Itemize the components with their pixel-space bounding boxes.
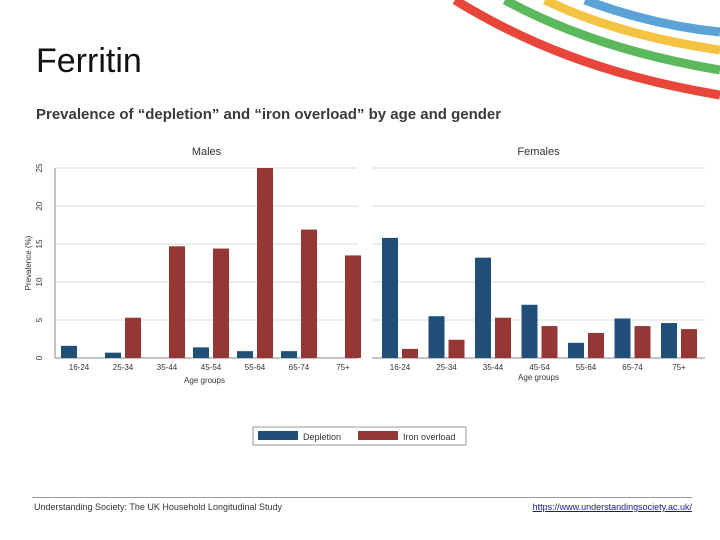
females-bar-overload: [588, 332, 604, 358]
males-x-tick-label: 25-34: [113, 363, 134, 372]
males-bar-overload: [345, 255, 361, 358]
females-bar-depletion: [521, 304, 538, 358]
females-x-tick-label: 45-54: [529, 363, 550, 372]
legend-swatch-depletion: [258, 431, 298, 440]
females-bar-depletion: [475, 257, 491, 358]
ribbon-yellow: [543, 0, 720, 55]
females-bar-overload: [681, 329, 697, 358]
males-bar-overload: [301, 229, 317, 358]
males-bar-overload: [257, 168, 273, 358]
males-bar-depletion: [281, 351, 297, 358]
females-x-tick-label: 65-74: [622, 363, 643, 372]
males-bar-overload: [125, 317, 141, 358]
ribbon-red: [452, 0, 720, 100]
females-bar-overload: [402, 348, 418, 358]
footer-source: Understanding Society: The UK Household …: [34, 502, 282, 512]
males-y-tick-label: 10: [35, 277, 44, 286]
males-bar-depletion: [105, 352, 121, 358]
females-x-tick-label: 25-34: [436, 363, 457, 372]
males-bar-overload: [169, 246, 185, 358]
males-y-tick-label: 25: [35, 163, 44, 172]
males-y-axis-label: Prevalence (%): [24, 235, 33, 290]
males-x-tick-label: 16-24: [69, 363, 90, 372]
females-bar-depletion: [428, 316, 445, 358]
females-panel-title: Females: [517, 146, 560, 158]
ribbon-blue: [583, 0, 720, 37]
males-x-tick-label: 45-54: [201, 363, 222, 372]
males-x-axis-label: Age groups: [184, 376, 225, 385]
males-x-tick-label: 55-64: [245, 363, 266, 372]
females-bar-overload: [448, 339, 465, 358]
legend-label-overload: Iron overload: [403, 432, 456, 442]
females-bar-depletion: [382, 237, 398, 358]
decorative-ribbons: [452, 0, 720, 100]
females-bar-overload: [495, 317, 511, 358]
males-y-tick-label: 5: [35, 317, 44, 322]
males-x-tick-label: 75+: [336, 363, 350, 372]
males-panel-title: Males: [192, 146, 222, 158]
females-x-tick-label: 16-24: [390, 363, 411, 372]
males-bar-depletion: [237, 351, 253, 358]
females-bar-overload: [541, 326, 558, 358]
males-y-tick-label: 20: [35, 201, 44, 210]
legend-label-depletion: Depletion: [303, 432, 341, 442]
footer-divider: [32, 497, 692, 498]
females-x-tick-label: 75+: [672, 363, 686, 372]
males-bar-depletion: [193, 347, 209, 358]
females-x-axis-label: Age groups: [518, 373, 559, 382]
legend-swatch-overload: [358, 431, 398, 440]
footer-link[interactable]: https://www.understandingsociety.ac.uk/: [532, 502, 692, 512]
females-bar-overload: [634, 326, 651, 358]
females-bar-depletion: [614, 318, 631, 358]
males-bar-depletion: [61, 345, 77, 358]
males-bar-overload: [213, 248, 229, 358]
females-bar-depletion: [568, 342, 584, 358]
males-y-tick-label: 0: [35, 355, 44, 360]
males-y-tick-label: 15: [35, 239, 44, 248]
ribbon-green: [502, 0, 720, 75]
females-x-tick-label: 55-64: [576, 363, 597, 372]
females-bar-depletion: [661, 323, 677, 358]
males-x-tick-label: 65-74: [289, 363, 310, 372]
males-x-tick-label: 35-44: [157, 363, 178, 372]
slide-title: Ferritin: [36, 42, 142, 80]
slide-subtitle: Prevalence of “depletion” and “iron over…: [36, 106, 502, 123]
females-x-tick-label: 35-44: [483, 363, 504, 372]
